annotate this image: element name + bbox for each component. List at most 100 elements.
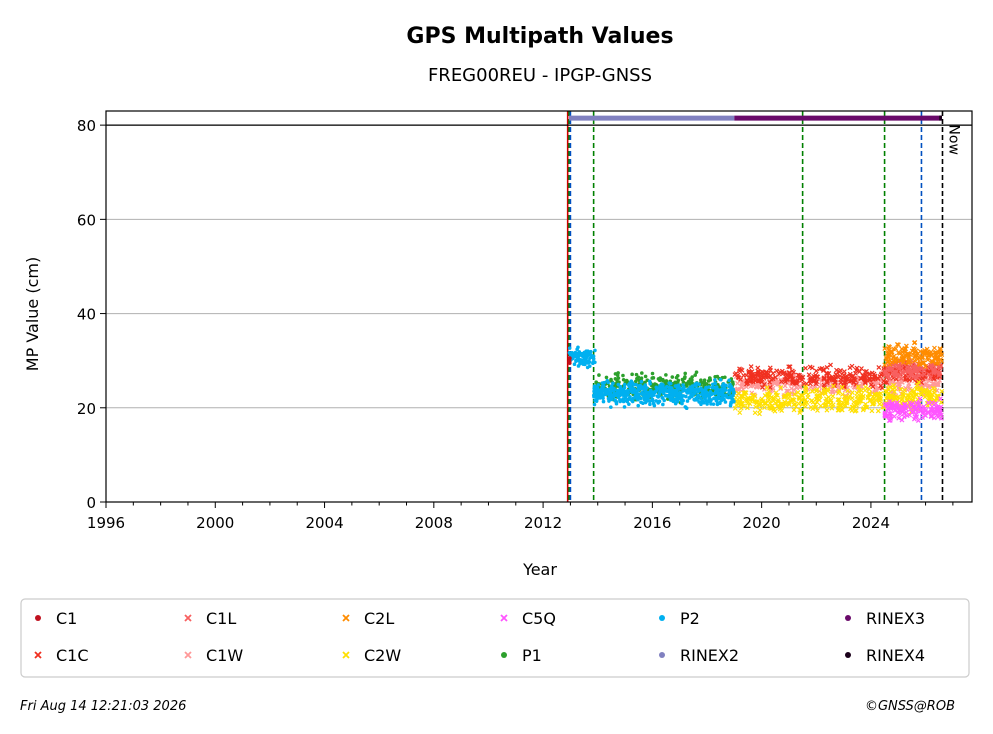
data-point <box>729 400 733 405</box>
data-point <box>744 378 750 384</box>
data-point <box>703 396 707 401</box>
data-point <box>625 398 630 403</box>
data-point <box>569 351 573 356</box>
legend-entry: C1 <box>35 609 77 628</box>
data-point <box>925 352 931 358</box>
data-point <box>567 359 572 363</box>
data-point <box>770 376 776 382</box>
data-point <box>875 408 881 414</box>
data-point <box>611 381 615 386</box>
data-point <box>601 396 605 401</box>
data-point <box>921 371 927 377</box>
legend-marker <box>184 651 192 659</box>
data-point <box>688 382 692 386</box>
data-point <box>604 375 609 380</box>
legend-marker <box>500 614 508 622</box>
data-point <box>710 382 715 387</box>
data-point <box>675 390 679 394</box>
data-point <box>670 375 675 379</box>
data-point <box>911 340 917 346</box>
data-point <box>574 358 578 363</box>
data-point <box>917 396 923 402</box>
data-point <box>689 393 693 398</box>
data-point <box>833 389 839 395</box>
data-point <box>870 394 876 400</box>
data-point <box>616 382 621 387</box>
data-point <box>683 405 688 409</box>
data-point <box>624 393 629 398</box>
data-point <box>677 386 682 390</box>
data-point <box>909 387 915 393</box>
data-point <box>853 370 858 376</box>
data-point <box>613 372 618 376</box>
data-point <box>572 362 577 367</box>
data-point <box>634 379 638 384</box>
data-point <box>878 383 884 389</box>
data-point <box>838 402 844 408</box>
series-c5q <box>882 396 944 424</box>
data-point <box>683 371 688 376</box>
data-point <box>882 346 888 352</box>
data-point <box>858 398 864 404</box>
data-point <box>785 400 790 406</box>
data-point <box>885 358 891 364</box>
data-point <box>934 354 940 360</box>
data-point <box>646 396 650 400</box>
data-point <box>782 394 788 400</box>
data-point <box>771 407 777 413</box>
data-point <box>914 382 920 388</box>
data-point <box>594 399 599 403</box>
data-point <box>583 353 587 358</box>
data-point <box>870 384 876 390</box>
data-point <box>775 379 781 385</box>
data-point <box>905 392 910 398</box>
x-tick-label: 2024 <box>852 514 890 532</box>
data-point <box>920 354 926 360</box>
legend-label: C1L <box>206 609 236 628</box>
data-point <box>807 364 813 370</box>
data-point <box>823 396 829 402</box>
data-point <box>804 400 810 406</box>
data-point <box>831 377 837 383</box>
data-point <box>847 371 853 377</box>
data-point <box>887 417 893 423</box>
data-point <box>617 389 622 394</box>
data-point <box>728 395 732 399</box>
data-point <box>813 368 819 374</box>
data-point <box>867 377 873 383</box>
data-point <box>866 390 872 396</box>
data-point <box>664 379 669 383</box>
data-point <box>758 375 764 381</box>
data-point <box>770 370 776 376</box>
data-point <box>730 397 735 402</box>
data-point <box>757 411 762 417</box>
data-point <box>744 405 750 411</box>
data-point <box>851 380 857 386</box>
data-point <box>602 388 607 393</box>
data-point <box>853 407 859 413</box>
series-p2 <box>567 345 597 370</box>
data-point <box>934 397 940 402</box>
data-point <box>576 352 580 356</box>
data-point <box>633 390 638 394</box>
data-point <box>730 386 734 391</box>
data-point <box>597 373 601 377</box>
y-tick-label: 40 <box>77 306 96 324</box>
data-point <box>864 368 869 374</box>
data-point <box>714 395 718 400</box>
data-point <box>907 377 912 383</box>
legend-entry: C2W <box>342 646 401 665</box>
x-tick-label: 2000 <box>196 514 234 532</box>
legend-box <box>20 598 970 678</box>
legend-label: C2W <box>364 646 401 665</box>
data-point <box>738 402 743 408</box>
data-point <box>609 384 614 388</box>
data-point <box>847 365 853 371</box>
data-point <box>651 376 656 380</box>
data-point <box>815 408 820 413</box>
data-point <box>809 388 815 394</box>
data-point <box>636 388 641 392</box>
data-point <box>656 401 661 405</box>
data-point <box>900 354 906 360</box>
y-tick-label: 80 <box>77 117 96 135</box>
